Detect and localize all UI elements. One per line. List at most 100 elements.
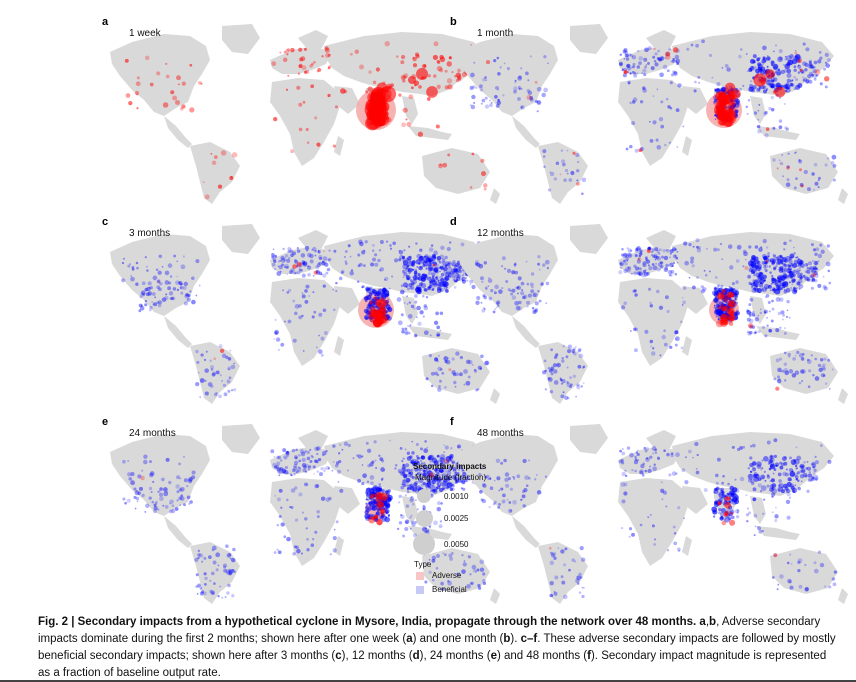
land-shape: [422, 148, 490, 194]
beneficial-point: [757, 274, 761, 278]
beneficial-point: [787, 152, 790, 155]
land-shape: [646, 230, 676, 250]
beneficial-point: [279, 259, 282, 262]
beneficial-point: [711, 76, 714, 79]
beneficial-point: [402, 291, 405, 293]
adverse-point: [446, 78, 453, 84]
beneficial-point: [566, 381, 569, 384]
beneficial-point: [357, 264, 361, 268]
beneficial-point: [473, 368, 477, 372]
beneficial-point: [435, 263, 440, 268]
land-shape: [408, 126, 452, 140]
beneficial-point: [486, 474, 490, 479]
beneficial-point: [148, 308, 152, 312]
beneficial-point: [197, 553, 201, 557]
land-shape: [618, 446, 680, 474]
adverse-point: [134, 90, 140, 96]
beneficial-point: [548, 368, 553, 373]
beneficial-point: [428, 247, 434, 252]
beneficial-point: [627, 252, 631, 257]
beneficial-point: [769, 463, 776, 470]
beneficial-point: [437, 501, 441, 506]
beneficial-point: [547, 62, 549, 65]
beneficial-point: [718, 507, 722, 512]
beneficial-point: [497, 506, 501, 509]
beneficial-point: [560, 149, 564, 152]
beneficial-point: [814, 181, 819, 186]
beneficial-point: [447, 263, 451, 267]
beneficial-point: [312, 246, 317, 252]
land-shape: [682, 486, 708, 514]
beneficial-point: [804, 276, 809, 281]
beneficial-point: [517, 305, 522, 311]
beneficial-point: [361, 286, 364, 289]
beneficial-point: [794, 475, 799, 479]
beneficial-point: [402, 479, 406, 482]
adverse-point: [189, 63, 193, 67]
beneficial-point: [497, 98, 500, 101]
beneficial-point: [755, 265, 762, 271]
land-shape: [334, 86, 360, 114]
legend-adverse-swatch: [416, 571, 424, 580]
beneficial-point: [619, 262, 622, 265]
beneficial-point: [642, 261, 647, 265]
beneficial-point: [479, 466, 483, 470]
beneficial-point: [666, 69, 670, 73]
beneficial-point: [632, 65, 636, 69]
beneficial-point: [381, 295, 387, 300]
beneficial-point: [714, 118, 717, 121]
beneficial-point: [669, 252, 672, 255]
beneficial-point: [781, 486, 784, 489]
caption-text: represented as a fraction of baseline ou…: [38, 650, 827, 679]
beneficial-point: [751, 66, 754, 69]
beneficial-point: [623, 259, 626, 263]
beneficial-point: [746, 112, 749, 116]
beneficial-point: [520, 291, 525, 296]
beneficial-point: [791, 278, 796, 283]
beneficial-point: [413, 461, 417, 465]
beneficial-point: [619, 62, 623, 67]
beneficial-point: [780, 261, 784, 265]
beneficial-point: [398, 521, 403, 525]
beneficial-point: [772, 253, 775, 256]
beneficial-point: [213, 582, 216, 585]
beneficial-point: [669, 256, 671, 259]
beneficial-point: [429, 485, 436, 492]
beneficial-point: [426, 562, 429, 564]
beneficial-point: [157, 279, 161, 283]
adverse-point: [717, 292, 725, 300]
beneficial-point: [276, 455, 280, 459]
beneficial-point: [667, 105, 671, 109]
beneficial-point: [723, 494, 727, 498]
beneficial-point: [442, 552, 445, 555]
adverse-point: [799, 168, 802, 172]
beneficial-point: [564, 168, 569, 173]
beneficial-point: [804, 62, 809, 68]
beneficial-point: [811, 259, 814, 262]
beneficial-point: [776, 588, 779, 591]
adverse-point: [724, 510, 730, 516]
beneficial-point: [292, 552, 296, 556]
beneficial-point: [813, 270, 818, 276]
beneficial-point: [498, 502, 501, 506]
beneficial-point: [537, 290, 540, 293]
beneficial-point: [410, 485, 415, 490]
beneficial-point: [312, 291, 315, 294]
beneficial-point: [774, 44, 778, 47]
beneficial-point: [337, 469, 342, 474]
beneficial-point: [806, 489, 810, 493]
adverse-point: [721, 288, 727, 294]
beneficial-point: [648, 265, 653, 271]
beneficial-point: [431, 288, 434, 291]
beneficial-point: [658, 305, 664, 310]
beneficial-point: [697, 75, 701, 79]
beneficial-point: [457, 472, 460, 475]
beneficial-point: [444, 360, 448, 364]
beneficial-point: [793, 246, 795, 249]
beneficial-point: [666, 249, 670, 253]
beneficial-point: [124, 501, 127, 505]
beneficial-point: [581, 192, 584, 196]
beneficial-point: [743, 251, 748, 257]
beneficial-point: [286, 536, 291, 542]
beneficial-point: [652, 95, 655, 98]
